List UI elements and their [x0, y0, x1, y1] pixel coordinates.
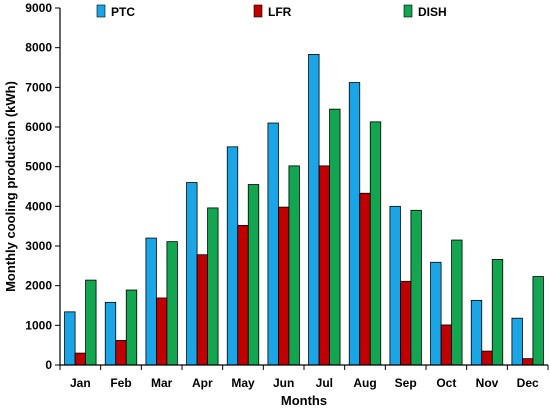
- x-axis-title: Months: [281, 393, 327, 408]
- x-tick-label: Dec: [517, 376, 539, 390]
- bar-ptc-oct: [430, 261, 442, 366]
- y-axis-ticks: 0 1000 2000 3000 4000 5000 6000 7000 8000 9000: [25, 1, 60, 372]
- bar-dish-dec: [532, 276, 544, 366]
- bar-ptc-jun: [267, 122, 279, 366]
- legend-swatch-lfr: [253, 4, 263, 18]
- bar-ptc-jul: [308, 54, 320, 366]
- bar-dish-aug: [369, 121, 382, 366]
- y-tick-label: 3000: [25, 239, 52, 253]
- bar-ptc-sep: [389, 205, 401, 366]
- y-tick-label: 2000: [25, 279, 52, 293]
- y-tick-label: 1000: [25, 318, 52, 332]
- y-tick-label: 0: [45, 358, 52, 372]
- bar-dish-sep: [410, 209, 422, 366]
- legend-label-ptc: PTC: [111, 5, 135, 19]
- bar-ptc-mar: [145, 237, 157, 366]
- bar-dish-feb: [125, 289, 138, 366]
- y-tick-label: 8000: [25, 41, 52, 55]
- bar-lfr-jun: [278, 206, 290, 366]
- x-tick-label: Mar: [151, 376, 173, 390]
- bar-lfr-sep: [400, 280, 412, 366]
- legend-label-lfr: LFR: [268, 5, 292, 19]
- x-axis-ticks: Jan Feb Mar Apr May Jun Jul Aug Sep Oct Nov Dec: [59, 365, 549, 390]
- bar-dish-jul: [329, 108, 341, 366]
- y-tick-label: 9000: [25, 1, 52, 15]
- x-tick-label: Apr: [192, 376, 213, 390]
- bar-lfr-jul: [318, 165, 330, 366]
- legend: PTC LFR DISH: [96, 4, 447, 19]
- x-tick-label: Jun: [273, 376, 294, 390]
- bar-lfr-dec: [522, 358, 534, 366]
- bar-dish-nov: [491, 259, 504, 366]
- bar-dish-may: [247, 184, 260, 366]
- bar-dish-jun: [288, 165, 300, 366]
- y-tick-label: 7000: [25, 80, 52, 94]
- bar-ptc-may: [226, 146, 239, 366]
- bar-lfr-aug: [359, 192, 371, 366]
- x-tick-label: May: [231, 376, 255, 390]
- bar-lfr-feb: [115, 340, 127, 366]
- bar-lfr-apr: [196, 254, 208, 366]
- y-tick-label: 4000: [25, 199, 52, 213]
- bar-ptc-dec: [511, 317, 523, 366]
- legend-label-dish: DISH: [418, 5, 447, 19]
- bar-dish-mar: [166, 241, 178, 366]
- bar-lfr-oct: [440, 324, 452, 366]
- bar-dish-oct: [451, 239, 463, 366]
- bar-ptc-aug: [348, 82, 361, 366]
- x-tick-label: Jan: [70, 376, 91, 390]
- bars-group: [64, 54, 544, 366]
- x-tick-label: Sep: [395, 376, 417, 390]
- bar-dish-jan: [85, 279, 97, 366]
- bar-ptc-jan: [64, 311, 76, 366]
- y-tick-label: 6000: [25, 120, 52, 134]
- x-tick-label: Jul: [316, 376, 333, 390]
- bar-lfr-nov: [481, 350, 493, 366]
- y-axis-title: Monthly cooling production (kWh): [3, 81, 18, 292]
- bar-lfr-may: [237, 224, 249, 366]
- bar-lfr-jan: [74, 352, 86, 366]
- x-tick-label: Feb: [110, 376, 131, 390]
- bar-ptc-apr: [186, 182, 198, 366]
- bar-dish-apr: [207, 207, 219, 366]
- bar-lfr-mar: [156, 297, 168, 366]
- x-tick-label: Oct: [436, 376, 456, 390]
- bar-ptc-nov: [470, 299, 483, 366]
- x-tick-label: Nov: [476, 376, 499, 390]
- x-tick-label: Aug: [353, 376, 376, 390]
- legend-swatch-dish: [403, 4, 413, 18]
- bar-ptc-feb: [104, 301, 117, 366]
- legend-swatch-ptc: [96, 4, 106, 18]
- y-tick-label: 5000: [25, 160, 52, 174]
